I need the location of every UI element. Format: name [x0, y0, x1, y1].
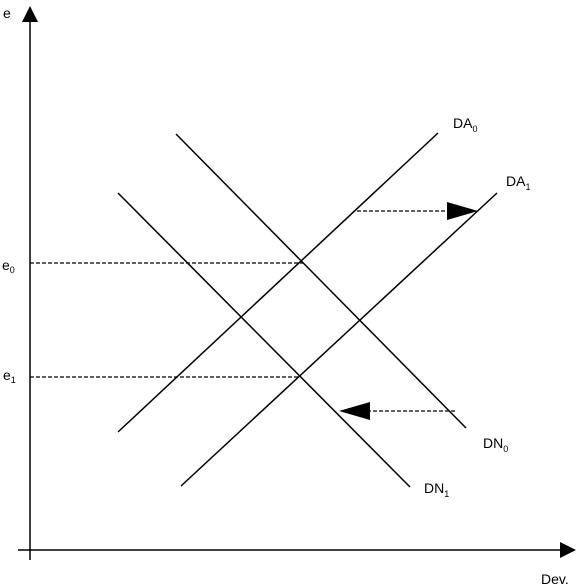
curve-dn0 [175, 133, 467, 429]
shift-arrowhead [339, 402, 370, 420]
curve-label: DA1 [506, 173, 530, 192]
level-label: e1 [3, 367, 16, 385]
x-axis-arrow [560, 542, 576, 558]
y-axis-label: e [3, 5, 11, 21]
curve-da1 [180, 192, 498, 487]
y-axis-arrow [22, 6, 38, 22]
curve-label: DN1 [424, 480, 449, 499]
label-part: DA [453, 115, 473, 131]
curve-label: DA0 [453, 115, 477, 134]
label-part: DA [506, 173, 526, 189]
label-part: 1 [11, 375, 16, 385]
label-part: DN [424, 480, 444, 496]
curve-dn1 [117, 192, 411, 488]
label-part: 0 [503, 444, 508, 454]
label-part: DN [483, 435, 503, 451]
label-part: e [3, 367, 11, 383]
x-axis-label: Dev. [541, 571, 569, 586]
curve-label: DN0 [483, 435, 508, 454]
level-label: e0 [2, 257, 15, 275]
label-part: 0 [10, 265, 15, 275]
label-part: 1 [525, 182, 530, 192]
label-part: 1 [444, 489, 449, 499]
shift-arrowhead [447, 202, 478, 220]
label-part: 0 [472, 124, 477, 134]
curve-da0 [117, 132, 439, 433]
label-part: e [2, 257, 10, 273]
